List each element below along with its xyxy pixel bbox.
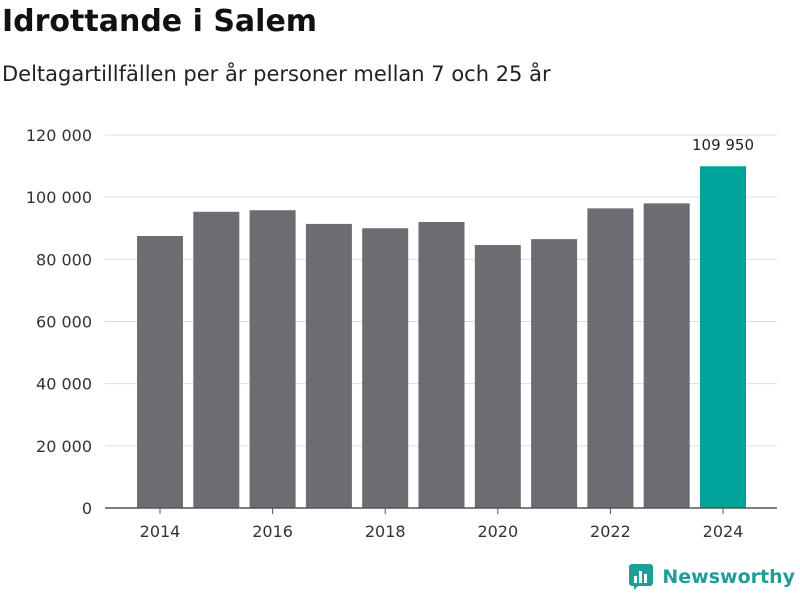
bar-2017 — [305, 223, 352, 509]
bar-2014 — [137, 236, 183, 509]
data-label: 109 950 — [692, 136, 754, 154]
bar-2021 — [531, 239, 578, 509]
y-tick-label: 80 000 — [36, 250, 92, 269]
chart-title: Idrottande i Salem — [2, 4, 318, 39]
brand-name: Newsworthy — [662, 566, 795, 588]
bar-2015 — [193, 211, 240, 509]
y-tick-label: 120 000 — [26, 126, 92, 145]
bar-2022 — [587, 208, 634, 508]
bar-2019 — [418, 222, 465, 509]
y-tick-label: 60 000 — [36, 313, 92, 332]
bar-2024 — [700, 166, 746, 508]
x-tick-label: 2018 — [365, 522, 406, 541]
x-tick-label: 2024 — [703, 522, 744, 541]
x-tick-label: 2016 — [252, 522, 293, 541]
x-tick-label: 2020 — [477, 522, 518, 541]
bar-2016 — [249, 210, 296, 508]
x-tick-label: 2014 — [140, 522, 181, 541]
x-tick-label: 2022 — [590, 522, 631, 541]
brand-logo: Newsworthy — [628, 562, 795, 592]
y-tick-label: 20 000 — [36, 437, 92, 456]
bar-2023 — [643, 203, 690, 508]
y-tick-label: 40 000 — [36, 375, 92, 394]
bar-2020 — [474, 245, 521, 508]
y-tick-label: 0 — [82, 499, 92, 518]
y-tick-label: 100 000 — [26, 188, 92, 207]
bar-2018 — [362, 228, 409, 508]
bar-chart-logo-icon — [629, 564, 654, 590]
chart-subtitle: Deltagartillfällen per år personer mella… — [2, 62, 551, 86]
